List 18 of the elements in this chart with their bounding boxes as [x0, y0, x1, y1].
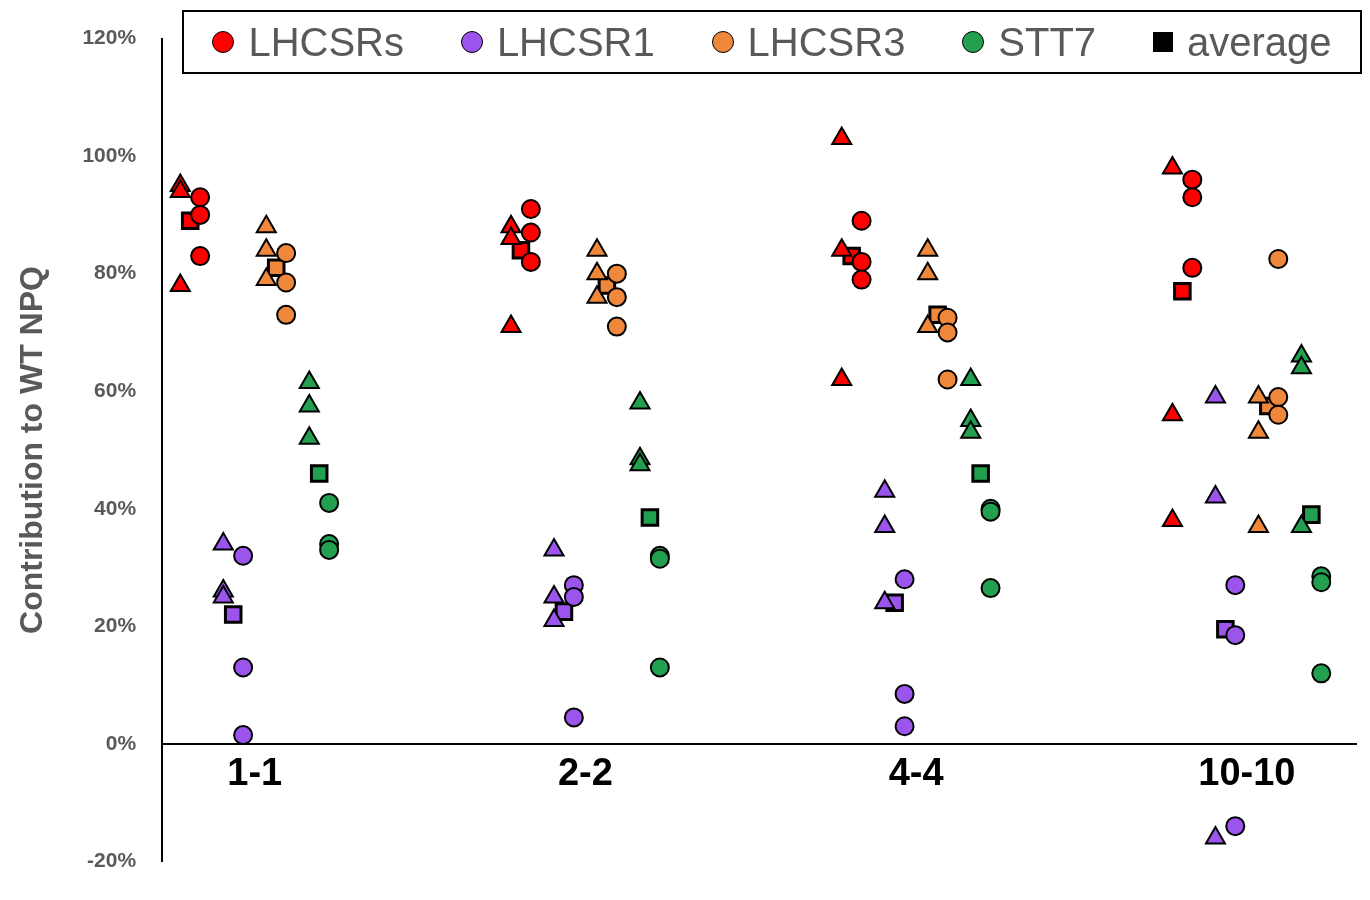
y-tick-label: 40%: [94, 495, 137, 519]
y-tick-label: 120%: [82, 25, 137, 49]
y-tick-label: 100%: [82, 142, 137, 166]
legend-label: LHCSR1: [496, 19, 655, 65]
y-tick-label: 0%: [105, 730, 137, 754]
y-tick-label: -20%: [87, 848, 137, 872]
x-tick-label: 2-2: [557, 751, 613, 794]
x-tick-label: 10-10: [1198, 751, 1296, 794]
legend-label: STT7: [998, 19, 1097, 65]
y-tick-label: 80%: [94, 260, 137, 284]
legend-label: LHCSRs: [248, 19, 405, 65]
y-tick-label: 60%: [94, 378, 137, 402]
legend-label: LHCSR3: [747, 19, 906, 65]
x-tick-label: 4-4: [888, 751, 944, 794]
text: average: [1186, 19, 1332, 65]
x-tick-label: 1-1: [227, 751, 283, 794]
y-tick-label: 20%: [94, 613, 137, 637]
y-axis-title: Contribution to WT NPQ: [13, 266, 50, 634]
